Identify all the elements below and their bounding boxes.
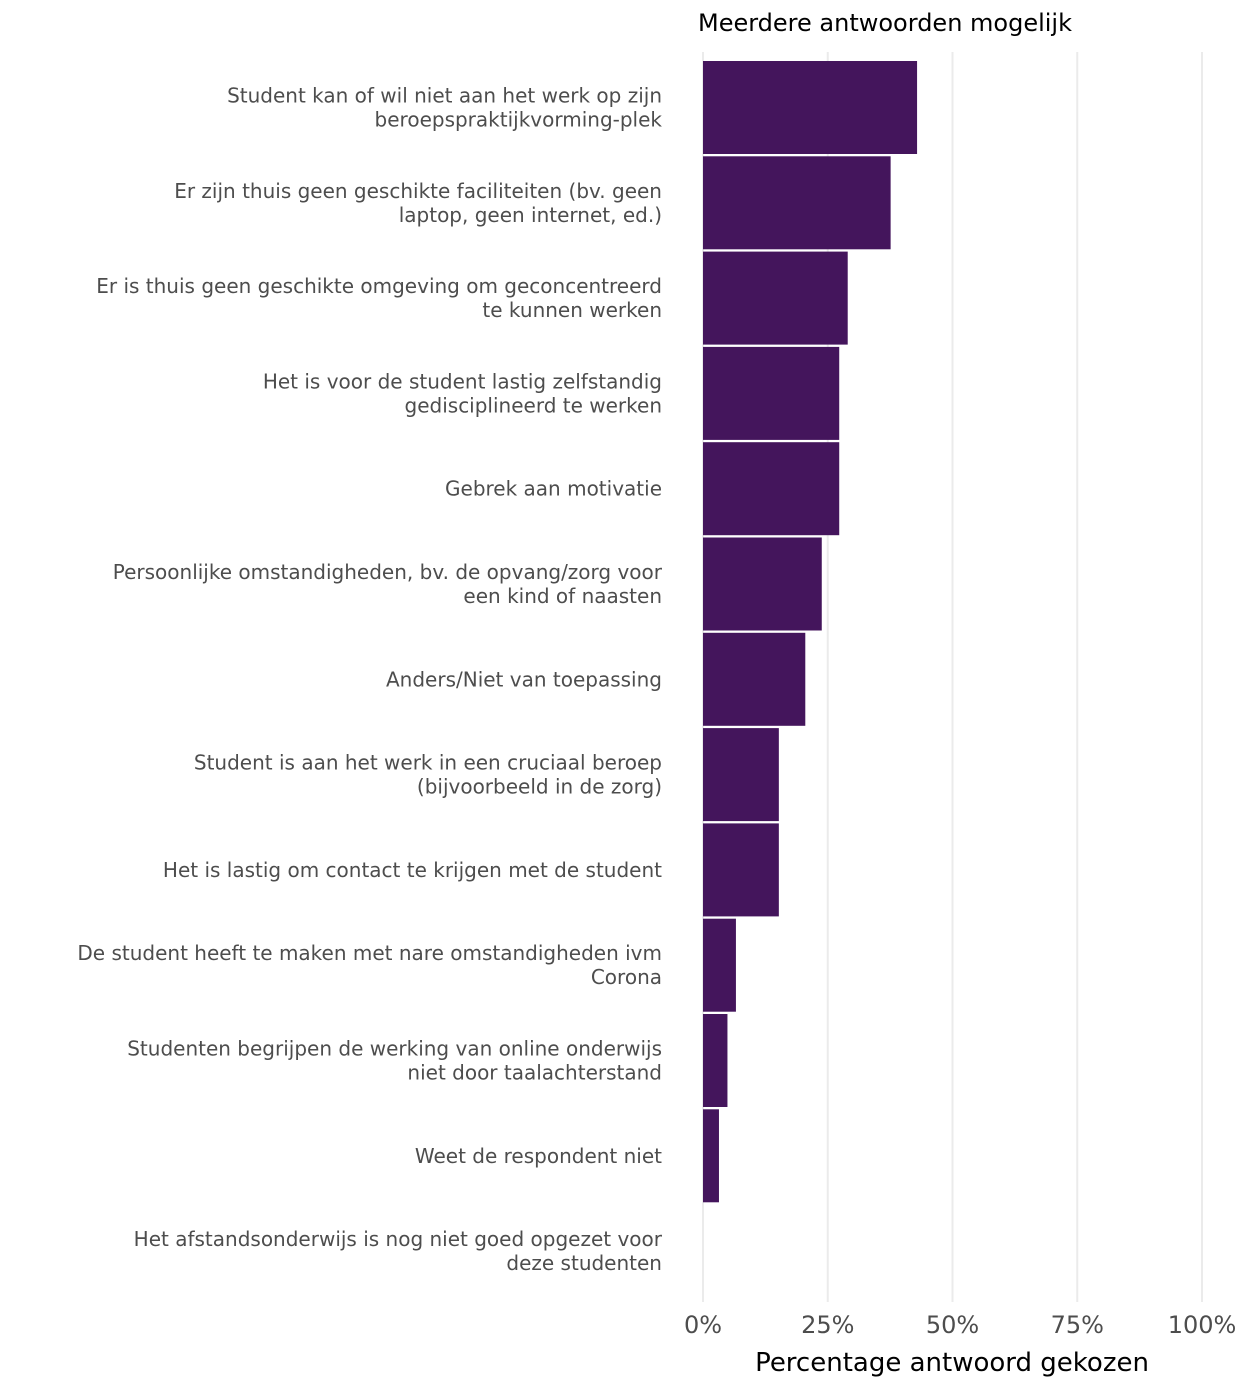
x-tick-label: 75% [1051, 1311, 1104, 1339]
category-label: Het is voor de student lastig zelfstandi… [263, 369, 662, 417]
bar [703, 632, 806, 726]
bar [703, 1109, 719, 1203]
category-label: Anders/Niet van toepassing [386, 667, 662, 691]
bar [703, 442, 840, 536]
x-tick-label: 0% [684, 1311, 722, 1339]
bar [703, 156, 891, 250]
x-tick-label: 100% [1168, 1311, 1237, 1339]
category-label: Het afstandsonderwijs is nog niet goed o… [134, 1227, 663, 1275]
category-labels: Student kan of wil niet aan het werk op … [77, 84, 662, 1276]
chart-title: Meerdere antwoorden mogelijk [698, 9, 1072, 37]
category-label: Er is thuis geen geschikte omgeving om g… [96, 274, 662, 322]
bar [703, 251, 848, 345]
bars [703, 61, 918, 1203]
category-label: Studenten begrijpen de werking van onlin… [127, 1037, 662, 1085]
x-tick-label: 50% [926, 1311, 979, 1339]
category-label: Persoonlijke omstandigheden, bv. de opva… [113, 560, 663, 608]
bar [703, 61, 918, 154]
bar [703, 823, 779, 917]
category-label: De student heeft te maken met nare omsta… [77, 941, 662, 989]
x-tick-labels: 0% 25% 50% 75% 100% [684, 1311, 1236, 1339]
bar [703, 346, 840, 440]
category-label: Student is aan het werk in een cruciaal … [194, 751, 662, 799]
category-label: Het is lastig om contact te krijgen met … [163, 858, 662, 882]
bar [703, 1014, 728, 1107]
category-label: Student kan of wil niet aan het werk op … [227, 84, 662, 132]
bar [703, 728, 779, 822]
x-tick-label: 25% [801, 1311, 854, 1339]
category-label: Er zijn thuis geen geschikte faciliteite… [174, 179, 662, 227]
category-label: Gebrek aan motivatie [445, 477, 662, 501]
category-label: Weet de respondent niet [415, 1144, 662, 1168]
bar [703, 918, 736, 1012]
bar [703, 537, 822, 631]
x-axis-label: Percentage antwoord gekozen [755, 1348, 1149, 1378]
